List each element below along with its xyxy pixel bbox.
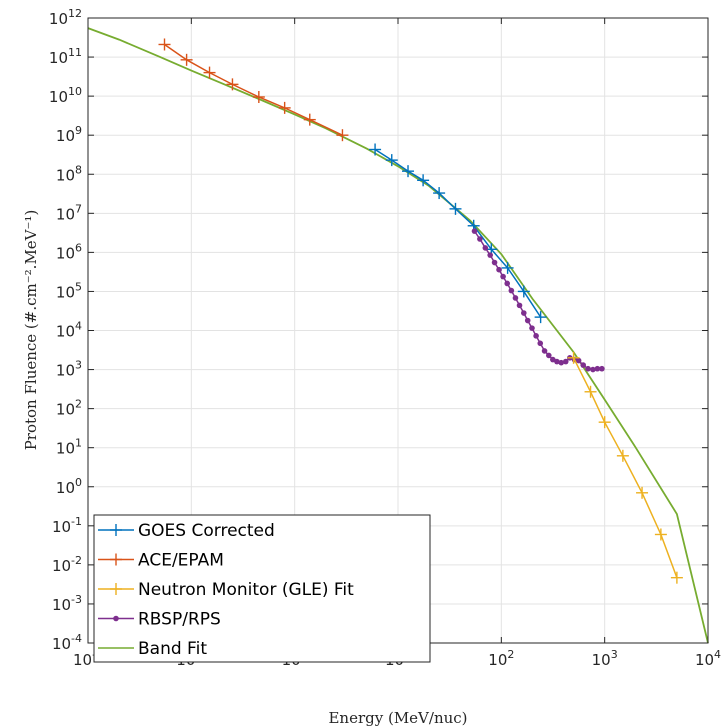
y-tick-label: 109 [56,124,82,145]
series-layer [87,27,709,644]
y-tick-label: 101 [56,437,82,458]
legend-marker [110,524,122,536]
data-point [558,359,565,366]
y-tick-label: 106 [56,241,82,262]
data-point [654,528,667,541]
y-tick-label: 108 [56,163,82,184]
data-point [477,236,483,242]
data-point [336,129,349,142]
data-point [508,287,515,294]
legend-label: Band Fit [138,639,207,659]
data-point [496,266,502,273]
legend-marker [110,553,122,566]
data-point [385,154,398,167]
data-point [516,302,523,309]
data-point [616,449,629,462]
legend-label: ACE/EPAM [138,551,224,571]
series-band-fit [87,27,709,644]
data-point [417,174,430,187]
legend-entry: Neutron Monitor (GLE) Fit [98,580,354,600]
x-tick-label: 102 [488,648,514,669]
y-tick-label: 102 [56,398,82,419]
y-tick-label: 100 [56,476,82,497]
data-point [402,165,415,178]
data-point [252,90,265,103]
data-point [598,416,611,429]
data-point [562,358,569,365]
data-point [500,273,506,280]
data-point [567,351,580,364]
data-point [471,228,478,234]
x-tick-label: 104 [695,648,721,669]
legend-marker [110,583,122,595]
data-point [512,295,519,301]
series-goes-corrected [369,143,547,324]
data-point [533,333,539,339]
data-point [599,365,605,372]
x-axis-label: Energy (MeV/nuc) [328,709,467,727]
series-ace-epam [158,38,349,142]
data-point [433,187,446,200]
data-point [575,357,582,364]
data-point [521,310,527,316]
data-point [670,571,683,584]
data-point [501,261,514,274]
data-point [158,38,171,51]
data-point [585,365,591,372]
data-point [584,385,597,398]
data-point [504,280,511,287]
series-neutron-monitor-gle-fit [567,351,683,584]
data-point [369,143,382,156]
data-point [580,362,587,368]
data-point [449,202,462,215]
y-tick-label: 103 [56,359,82,380]
series-line-ace-epam [164,43,343,136]
legend-label: Neutron Monitor (GLE) Fit [138,580,354,600]
series-line-band-fit [87,27,709,644]
legend-marker [113,615,119,622]
legend-label: GOES Corrected [138,521,275,541]
y-tick-label: 105 [56,280,82,301]
legend-label: RBSP/RPS [138,610,221,630]
data-point [517,285,530,298]
data-point [482,245,489,251]
legend: GOES Corrected ACE/EPAM Neutron Monitor (G… [93,514,431,663]
data-point [303,113,316,126]
y-tick-label: 107 [56,202,82,223]
data-point [524,317,531,324]
data-point [590,366,596,373]
series-rbsp-rps [471,228,605,373]
legend-entry: Band Fit [98,639,207,659]
data-point [554,358,560,365]
legend-entry: ACE/EPAM [98,551,224,571]
y-tick-label: 1012 [49,7,82,28]
x-tick-label: 103 [592,648,618,669]
data-point [491,259,498,266]
legend-entry: GOES Corrected [98,521,275,541]
y-axis-label: Proton Fluence (#.cm⁻².MeV⁻¹) [22,210,40,451]
data-point [226,78,239,91]
data-point [487,252,493,258]
y-tick-label: 10-1 [52,515,82,536]
data-point [594,365,601,372]
y-tick-label: 104 [56,320,82,341]
y-tick-label: 1011 [49,46,82,67]
data-point [534,311,547,324]
data-point [203,66,216,79]
legend-box [93,514,431,663]
legend-entry: RBSP/RPS [98,610,221,630]
y-tick-label: 10-3 [52,593,82,614]
data-point [529,325,535,331]
y-tick-label: 10-4 [52,632,82,653]
data-point [541,348,548,354]
data-point [537,340,544,347]
y-tick-label: 10-2 [52,554,82,575]
data-point [636,486,649,499]
y-tick-label: 1010 [49,85,82,106]
data-point [278,101,291,114]
data-point [180,53,193,66]
data-point [546,352,552,359]
